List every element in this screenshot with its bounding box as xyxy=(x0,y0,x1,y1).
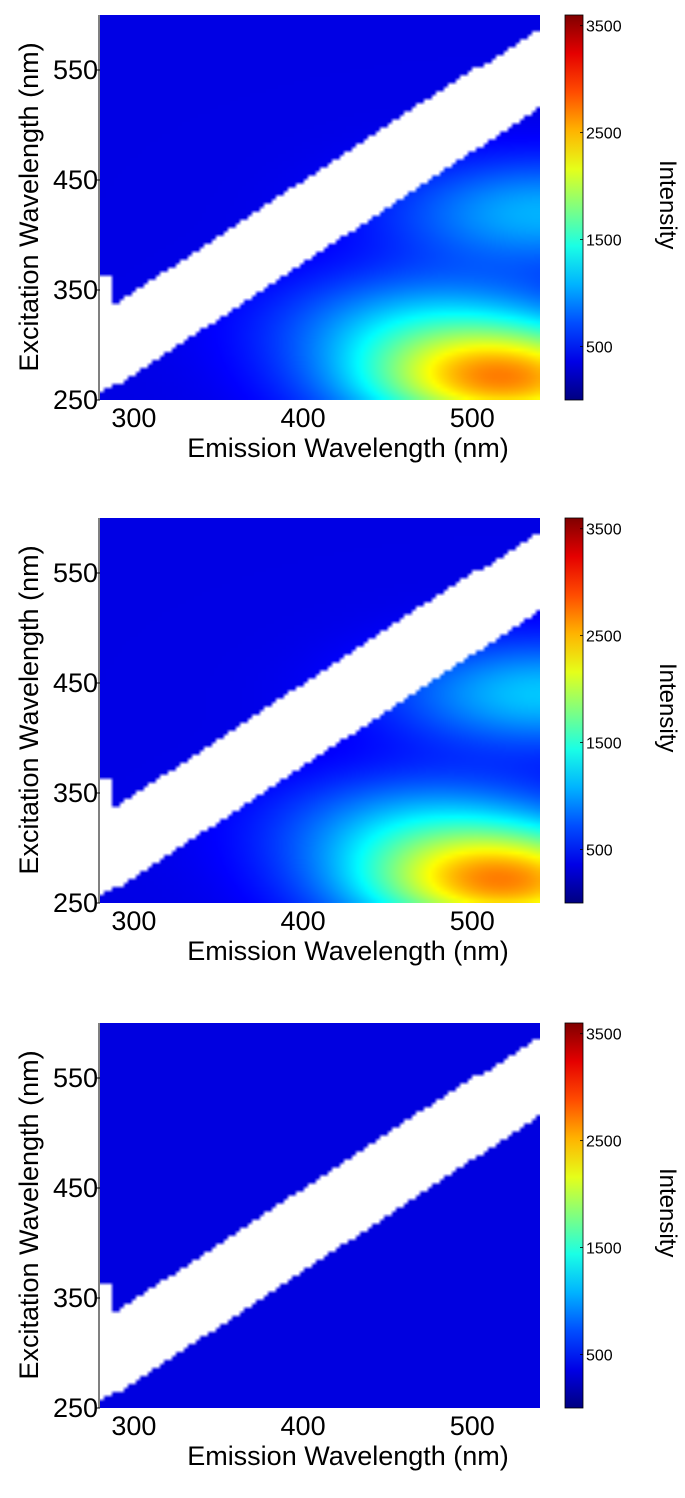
colorbar-tick-label: 1500 xyxy=(586,1241,622,1258)
colorbar-tick-label: 3500 xyxy=(586,1027,622,1044)
colorbar-label: Intensity xyxy=(654,1168,681,1257)
x-tick-label: 500 xyxy=(450,1411,495,1441)
x-tick-label: 300 xyxy=(111,1411,156,1441)
y-tick-label: 550 xyxy=(53,558,98,588)
colorbar-tick-label: 3500 xyxy=(586,522,622,539)
y-tick-label: 550 xyxy=(53,55,98,85)
y-axis-title: Excitation Wavelength (nm) xyxy=(14,42,44,371)
colorbar-label: Intensity xyxy=(654,160,681,249)
colorbar xyxy=(564,14,584,401)
colorbar-tick-label: 500 xyxy=(586,340,613,357)
colorbar-tick-label: 500 xyxy=(586,843,613,860)
y-tick-label: 550 xyxy=(53,1063,98,1093)
y-tick-label: 250 xyxy=(53,385,98,415)
y-tick-label: 450 xyxy=(53,668,98,698)
eem-panel-2: Intensity Emission Wavelength (nm) Excit… xyxy=(14,517,681,966)
y-tick-label: 350 xyxy=(53,778,98,808)
y-axis-title: Excitation Wavelength (nm) xyxy=(14,1050,44,1379)
colorbar-tick-label: 3500 xyxy=(586,19,622,36)
y-axis-title: Excitation Wavelength (nm) xyxy=(14,545,44,874)
colorbar-tick-label: 2500 xyxy=(586,629,622,646)
eem-panel-3: Intensity Emission Wavelength (nm) Excit… xyxy=(14,1022,681,1471)
y-tick-label: 450 xyxy=(53,165,98,195)
y-tick-label: 250 xyxy=(53,888,98,918)
colorbar-tick-label: 1500 xyxy=(586,233,622,250)
x-axis-title: Emission Wavelength (nm) xyxy=(187,433,509,463)
colorbar-tick-label: 2500 xyxy=(586,126,622,143)
x-tick-label: 500 xyxy=(450,403,495,433)
heatmap-image xyxy=(100,518,540,903)
y-tick-label: 450 xyxy=(53,1173,98,1203)
x-tick-label: 500 xyxy=(450,906,495,936)
x-axis-title: Emission Wavelength (nm) xyxy=(187,936,509,966)
x-tick-label: 300 xyxy=(111,906,156,936)
eem-panel-1: Intensity Emission Wavelength (nm) Excit… xyxy=(14,14,681,463)
y-tick-label: 350 xyxy=(53,275,98,305)
x-tick-label: 400 xyxy=(281,1411,326,1441)
colorbar-label: Intensity xyxy=(654,663,681,752)
x-tick-label: 300 xyxy=(111,403,156,433)
x-axis-title: Emission Wavelength (nm) xyxy=(187,1441,509,1471)
colorbar-tick-label: 1500 xyxy=(586,736,622,753)
colorbar-tick-label: 2500 xyxy=(586,1134,622,1151)
x-tick-label: 400 xyxy=(281,403,326,433)
colorbar xyxy=(564,1022,584,1409)
y-tick-label: 250 xyxy=(53,1393,98,1423)
x-tick-label: 400 xyxy=(281,906,326,936)
y-tick-label: 350 xyxy=(53,1283,98,1313)
heatmap-image xyxy=(100,1023,540,1408)
colorbar xyxy=(564,517,584,904)
colorbar-tick-label: 500 xyxy=(586,1348,613,1365)
heatmap-image xyxy=(100,15,540,400)
